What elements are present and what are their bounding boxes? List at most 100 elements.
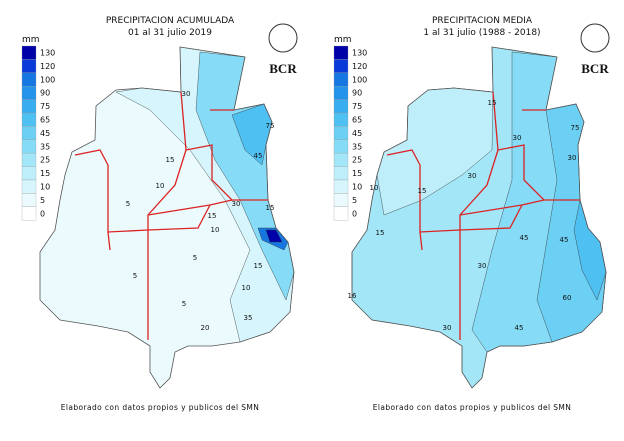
contour-label: 10 bbox=[211, 226, 220, 234]
legend-swatch bbox=[333, 153, 349, 167]
legend-swatch bbox=[333, 99, 349, 114]
legend-unit: mm bbox=[334, 35, 352, 45]
legend-label: 15 bbox=[352, 169, 362, 178]
contour-label: 5 bbox=[133, 272, 137, 280]
map-subtitle: 01 al 31 julio 2019 bbox=[128, 28, 212, 38]
contour-label: 16 bbox=[348, 292, 357, 300]
legend-label: 45 bbox=[40, 129, 50, 138]
legend-label: 75 bbox=[40, 102, 50, 111]
province-border bbox=[497, 109, 580, 201]
province-border bbox=[386, 149, 461, 233]
legend-swatch bbox=[21, 45, 37, 60]
legend-swatch bbox=[333, 112, 349, 127]
legend-label: 130 bbox=[40, 49, 55, 58]
legend-label: 5 bbox=[352, 196, 357, 205]
legend-label: 100 bbox=[40, 75, 55, 84]
contour-label: 60 bbox=[563, 294, 572, 302]
contour-label: 10 bbox=[242, 284, 251, 292]
legend-label: 45 bbox=[352, 129, 362, 138]
legend-label: 15 bbox=[40, 169, 50, 178]
map-panel: PRECIPITACION MEDIA 1 al 31 julio (1988 -… bbox=[333, 16, 610, 412]
legend-swatch bbox=[333, 193, 349, 207]
contour-label: 35 bbox=[244, 314, 253, 322]
map-title: PRECIPITACION ACUMULADA bbox=[106, 16, 235, 26]
province-border bbox=[74, 149, 149, 233]
legend-label: 25 bbox=[40, 156, 50, 165]
legend-swatch bbox=[333, 206, 349, 221]
contour-label: 75 bbox=[266, 122, 275, 130]
legend-label: 130 bbox=[352, 49, 367, 58]
legend-swatch bbox=[21, 166, 37, 181]
contour-label: 15 bbox=[488, 99, 497, 107]
contour-label: 20 bbox=[201, 324, 210, 332]
legend-swatch bbox=[21, 59, 37, 73]
legend-label: 0 bbox=[352, 209, 357, 218]
contour-label: 45 bbox=[515, 324, 524, 332]
province-border bbox=[419, 204, 523, 251]
contour-label: 30 bbox=[568, 154, 577, 162]
legend-swatch bbox=[333, 86, 349, 100]
province-border bbox=[459, 91, 499, 340]
logo-text: BCR bbox=[581, 61, 609, 76]
contour-label: 30 bbox=[182, 90, 191, 98]
logo-text: BCR bbox=[269, 61, 297, 76]
contour-label: 30 bbox=[478, 262, 487, 270]
logo-seal bbox=[580, 23, 610, 53]
footer: Elaborado con datos propios y publicos d… bbox=[61, 403, 260, 412]
contour-label: 30 bbox=[443, 324, 452, 332]
legend-label: 65 bbox=[40, 116, 50, 125]
legend-swatch bbox=[333, 126, 349, 140]
contour-label: 15 bbox=[254, 262, 263, 270]
legend-swatch bbox=[21, 126, 37, 140]
legend-swatch bbox=[21, 99, 37, 114]
contour-label: 15 bbox=[376, 229, 385, 237]
legend-swatch bbox=[21, 112, 37, 127]
legend-label: 65 bbox=[352, 116, 362, 125]
legend-swatch bbox=[333, 139, 349, 154]
contour-label: 15 bbox=[266, 204, 275, 212]
legend-label: 35 bbox=[40, 142, 50, 151]
contour-label: 15 bbox=[418, 187, 427, 195]
legend-label: 10 bbox=[40, 183, 50, 192]
legend-label: 35 bbox=[352, 142, 362, 151]
legend-swatch bbox=[21, 72, 37, 87]
contour-label: 15 bbox=[166, 156, 175, 164]
contour-label: 5 bbox=[193, 254, 197, 262]
map-panel: PRECIPITACION ACUMULADA 01 al 31 julio 20… bbox=[21, 16, 298, 412]
legend-label: 120 bbox=[352, 62, 367, 71]
province-border bbox=[147, 91, 187, 340]
legend-swatch bbox=[21, 139, 37, 154]
legend-label: 100 bbox=[352, 75, 367, 84]
legend-label: 90 bbox=[40, 89, 50, 98]
legend-swatch bbox=[333, 59, 349, 73]
map-title: PRECIPITACION MEDIA bbox=[432, 16, 533, 26]
contour-label: 10 bbox=[370, 184, 379, 192]
legend-swatch bbox=[333, 72, 349, 87]
contour-label: 10 bbox=[156, 182, 165, 190]
contour-label: 15 bbox=[208, 212, 217, 220]
legend-swatch bbox=[21, 153, 37, 167]
province-border bbox=[107, 204, 211, 251]
contour-label: 30 bbox=[232, 200, 241, 208]
precip-zone bbox=[265, 229, 283, 243]
contour-label: 5 bbox=[126, 200, 130, 208]
legend-unit: mm bbox=[22, 35, 40, 45]
legend-label: 90 bbox=[352, 89, 362, 98]
legend-swatch bbox=[333, 179, 349, 194]
footer: Elaborado con datos propios y publicos d… bbox=[373, 403, 572, 412]
legend-label: 10 bbox=[352, 183, 362, 192]
province-border bbox=[185, 109, 268, 201]
legend-swatch bbox=[21, 179, 37, 194]
logo-seal bbox=[268, 23, 298, 53]
legend-swatch bbox=[21, 206, 37, 221]
contour-label: 45 bbox=[254, 152, 263, 160]
contour-label: 30 bbox=[468, 172, 477, 180]
legend-label: 75 bbox=[352, 102, 362, 111]
contour-label: 30 bbox=[513, 134, 522, 142]
legend-label: 120 bbox=[40, 62, 55, 71]
legend-swatch bbox=[333, 45, 349, 60]
contour-label: 45 bbox=[560, 236, 569, 244]
legend-label: 25 bbox=[352, 156, 362, 165]
